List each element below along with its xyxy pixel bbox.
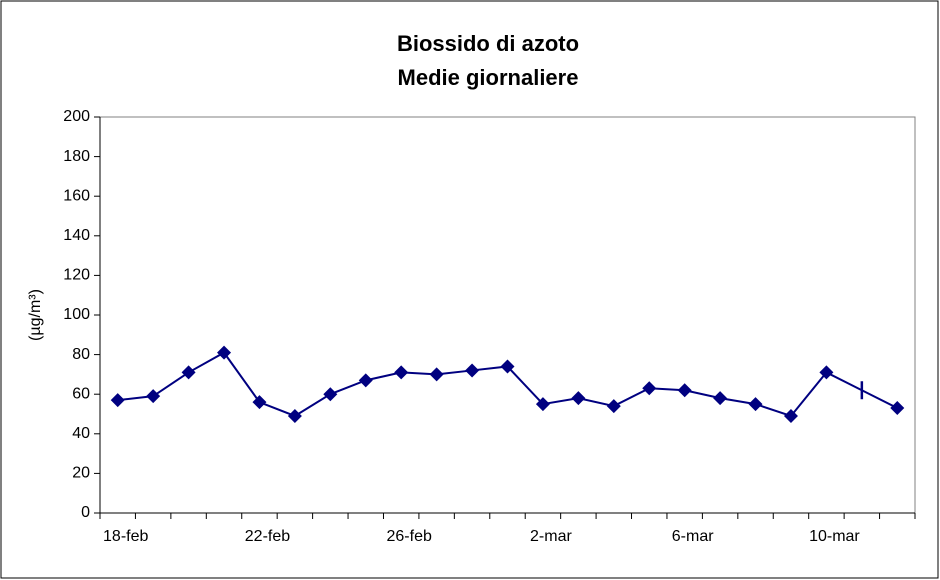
x-tick-label: 10-mar [809,528,860,545]
y-tick-label: 100 [63,306,90,323]
data-marker [110,393,125,408]
data-marker [713,391,728,406]
data-marker [890,401,905,416]
data-marker [606,399,621,414]
y-tick-label: 140 [63,227,90,244]
y-tick-label: 120 [63,267,90,284]
data-marker [323,387,338,402]
y-axis-label: (µg/m³) [27,289,44,341]
data-marker [500,359,515,374]
data-marker [181,365,196,380]
data-marker [642,381,657,396]
x-tick-label: 22-feb [245,528,290,545]
data-marker [287,408,302,423]
data-marker [394,365,409,380]
data-marker [217,345,232,360]
data-marker [358,373,373,388]
y-tick-label: 20 [72,465,90,482]
x-tick-label: 2-mar [530,528,572,545]
y-tick-label: 0 [81,504,90,521]
data-marker [819,365,834,380]
chart-subtitle: Medie giornaliere [398,65,579,90]
y-tick-label: 200 [63,108,90,125]
data-marker [748,397,763,412]
data-marker [571,391,586,406]
x-tick-label: 26-feb [387,528,432,545]
data-marker [146,389,161,404]
x-tick-label: 18-feb [103,528,148,545]
y-tick-label: 180 [63,148,90,165]
x-tick-label: 6-mar [672,528,714,545]
y-tick-label: 80 [72,346,90,363]
data-marker [535,397,550,412]
chart-title: Biossido di azoto [397,31,579,56]
y-tick-label: 160 [63,187,90,204]
y-tick-label: 60 [72,385,90,402]
data-marker [465,363,480,378]
data-marker [252,395,267,410]
data-marker [783,408,798,423]
data-marker [429,367,444,382]
data-marker [677,383,692,398]
y-tick-label: 40 [72,425,90,442]
